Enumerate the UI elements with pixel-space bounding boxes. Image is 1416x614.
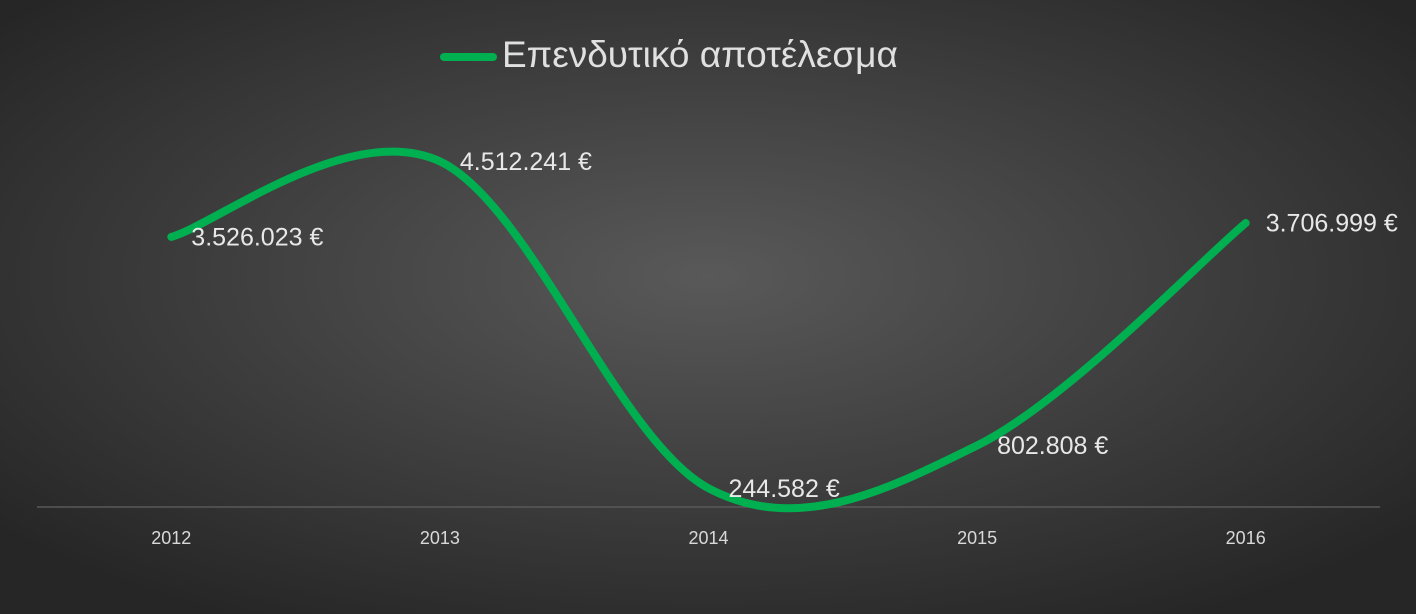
x-tick-label: 2013 [420, 528, 460, 548]
data-label: 4.512.241 € [460, 148, 592, 176]
x-tick-label: 2012 [151, 528, 191, 548]
legend-label: Επενδυτικό αποτέλεσμα [502, 34, 898, 75]
x-tick-label: 2015 [957, 528, 997, 548]
data-label: 244.582 € [729, 475, 840, 503]
x-tick-label: 2014 [688, 528, 728, 548]
x-tick-label: 2016 [1226, 528, 1266, 548]
data-label: 3.706.999 € [1266, 210, 1398, 238]
line-series [167, 147, 1250, 513]
data-label: 802.808 € [997, 432, 1108, 460]
data-label: 3.526.023 € [191, 224, 323, 252]
